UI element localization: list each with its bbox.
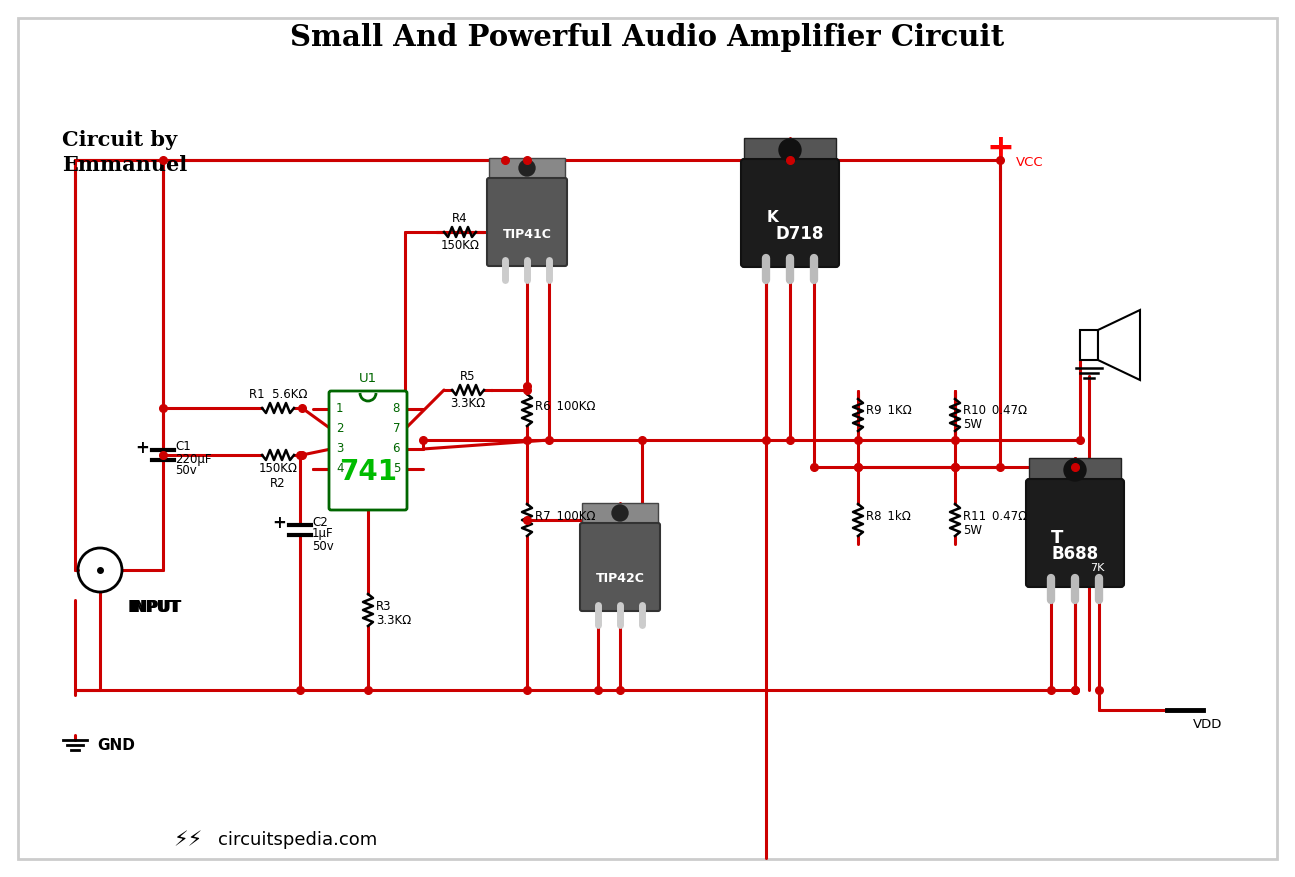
Text: 3.3KΩ: 3.3KΩ bbox=[451, 397, 486, 410]
Text: R9 1KΩ: R9 1KΩ bbox=[866, 404, 912, 417]
Text: 5: 5 bbox=[392, 462, 400, 475]
Text: 7: 7 bbox=[392, 423, 400, 436]
Text: 7K: 7K bbox=[1090, 563, 1105, 573]
Text: 50v: 50v bbox=[312, 539, 334, 553]
Text: 8: 8 bbox=[392, 403, 400, 416]
Text: D718: D718 bbox=[776, 225, 824, 243]
Text: Emmanuel: Emmanuel bbox=[62, 155, 188, 175]
Text: K: K bbox=[767, 210, 778, 225]
Text: GND: GND bbox=[97, 738, 135, 752]
Text: 220μF: 220μF bbox=[175, 453, 211, 466]
Text: 150KΩ
R2: 150KΩ R2 bbox=[259, 462, 298, 490]
Text: TIP42C: TIP42C bbox=[596, 573, 645, 586]
Text: INPUT: INPUT bbox=[130, 601, 183, 616]
Text: C1: C1 bbox=[175, 440, 190, 453]
Text: INPUT: INPUT bbox=[128, 601, 180, 616]
Text: 1μF: 1μF bbox=[312, 527, 334, 540]
Text: Т: Т bbox=[1050, 529, 1063, 547]
FancyBboxPatch shape bbox=[741, 159, 839, 267]
Text: 5W: 5W bbox=[963, 418, 982, 431]
Bar bbox=[1080, 330, 1098, 360]
Text: B688: B688 bbox=[1052, 545, 1098, 563]
Text: 50v: 50v bbox=[175, 465, 197, 477]
Text: R5: R5 bbox=[460, 370, 475, 383]
Text: U1: U1 bbox=[359, 372, 377, 385]
Text: R4: R4 bbox=[452, 212, 467, 225]
FancyBboxPatch shape bbox=[487, 178, 567, 266]
Bar bbox=[745, 138, 837, 162]
Text: 3: 3 bbox=[335, 443, 343, 455]
Text: R6 100KΩ: R6 100KΩ bbox=[535, 400, 596, 412]
Circle shape bbox=[780, 139, 802, 161]
Text: R1  5.6KΩ: R1 5.6KΩ bbox=[249, 388, 307, 401]
Text: VDD: VDD bbox=[1193, 717, 1222, 731]
Text: ⚡⚡: ⚡⚡ bbox=[174, 830, 202, 850]
Circle shape bbox=[519, 160, 535, 176]
FancyBboxPatch shape bbox=[580, 523, 660, 611]
Text: R7 100KΩ: R7 100KΩ bbox=[535, 510, 596, 523]
FancyBboxPatch shape bbox=[1026, 479, 1124, 587]
Bar bbox=[490, 158, 565, 180]
Text: VCC: VCC bbox=[1017, 155, 1044, 168]
Text: 6: 6 bbox=[392, 443, 400, 455]
Text: R3: R3 bbox=[376, 600, 391, 612]
Text: circuitspedia.com: circuitspedia.com bbox=[218, 831, 377, 849]
Polygon shape bbox=[1098, 310, 1140, 380]
Text: 2: 2 bbox=[335, 423, 343, 436]
Text: 5W: 5W bbox=[963, 524, 982, 537]
Text: +: + bbox=[135, 439, 149, 457]
Text: C2: C2 bbox=[312, 516, 328, 529]
Bar bbox=[1030, 458, 1121, 482]
Text: Circuit by: Circuit by bbox=[62, 130, 177, 150]
Circle shape bbox=[1064, 459, 1087, 481]
Text: 4: 4 bbox=[335, 462, 343, 475]
Bar bbox=[581, 503, 658, 525]
Text: 150KΩ: 150KΩ bbox=[440, 239, 479, 252]
Text: TIP41C: TIP41C bbox=[502, 227, 552, 240]
Circle shape bbox=[613, 505, 628, 521]
Text: R8 1kΩ: R8 1kΩ bbox=[866, 510, 910, 523]
Text: 3.3KΩ: 3.3KΩ bbox=[376, 614, 412, 626]
Text: R11 0.47Ω: R11 0.47Ω bbox=[963, 510, 1027, 523]
Text: 1: 1 bbox=[335, 403, 343, 416]
Text: +: + bbox=[272, 514, 286, 532]
Text: 741: 741 bbox=[339, 458, 398, 486]
Text: +: + bbox=[985, 132, 1014, 165]
Text: R10 0.47Ω: R10 0.47Ω bbox=[963, 404, 1027, 417]
FancyBboxPatch shape bbox=[329, 391, 407, 510]
Text: Small And Powerful Audio Amplifier Circuit: Small And Powerful Audio Amplifier Circu… bbox=[290, 24, 1004, 53]
